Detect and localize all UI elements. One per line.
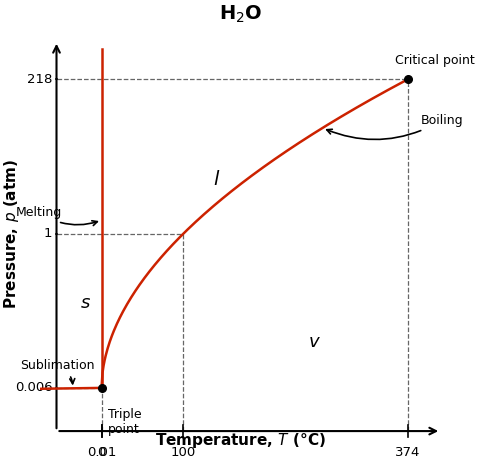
Text: 218: 218 [27, 73, 53, 86]
Text: Sublimation: Sublimation [20, 359, 94, 384]
Text: Triple
point: Triple point [108, 408, 142, 436]
Text: 374: 374 [395, 446, 420, 459]
Text: 0.01: 0.01 [87, 446, 116, 459]
Text: 0: 0 [97, 446, 106, 459]
Text: Pressure, $\mathit{p}$ (atm): Pressure, $\mathit{p}$ (atm) [2, 159, 21, 309]
Text: l: l [213, 170, 219, 189]
Text: Critical point: Critical point [395, 54, 475, 67]
Text: 100: 100 [170, 446, 196, 459]
Text: Melting: Melting [15, 206, 97, 225]
Text: v: v [309, 332, 320, 350]
Text: s: s [81, 294, 90, 312]
Text: H$_2$O: H$_2$O [219, 4, 262, 25]
Text: 1: 1 [44, 227, 53, 240]
Text: Temperature, $\mathit{T}$ (°C): Temperature, $\mathit{T}$ (°C) [155, 431, 326, 450]
Text: Boiling: Boiling [327, 114, 463, 139]
Text: 0.006: 0.006 [15, 382, 53, 394]
